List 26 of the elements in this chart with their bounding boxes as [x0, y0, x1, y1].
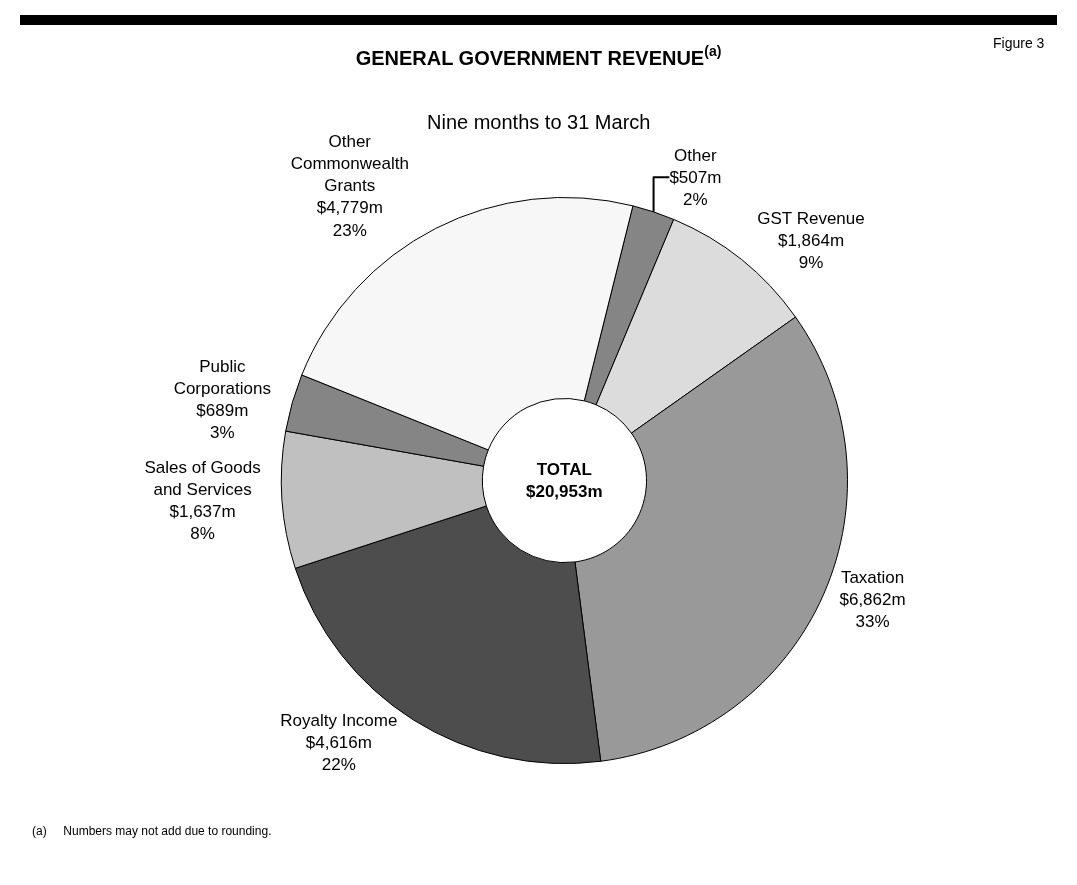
slice-label: Other	[674, 145, 717, 165]
text: 23%	[332, 220, 367, 240]
text: (a) Numbers may not add due to rounding.	[32, 824, 272, 838]
slice-label: GST Revenue	[757, 208, 865, 228]
slice-label: Other Commonwealth Grants	[290, 132, 409, 196]
data-label: $1,864m	[777, 230, 845, 250]
text: 8%	[190, 524, 215, 544]
slice-label: Taxation	[840, 567, 905, 587]
data-label: $507m	[669, 167, 722, 187]
text: TOTAL $20,953m	[526, 460, 603, 502]
chart-title: GENERAL GOVERNMENT REVENUE$^{(a)}$	[355, 43, 722, 69]
data-label: $1,637m	[169, 502, 236, 522]
data-label: $689m	[196, 400, 249, 420]
text: 33%	[855, 611, 890, 631]
data-label: $4,616m	[305, 732, 372, 752]
chart-subtitle: Nine months to 31 March	[427, 111, 651, 133]
data-label: $4,779m	[316, 198, 383, 218]
caption: Figure 3	[993, 35, 1045, 51]
text: 2%	[683, 189, 708, 209]
text: 22%	[321, 755, 356, 775]
text: 9%	[798, 253, 824, 273]
slice-label: Royalty Income	[280, 710, 398, 730]
text: 3%	[210, 423, 235, 443]
data-label: $6,862m	[839, 589, 906, 609]
slice-label: Sales of Goods and Services	[144, 457, 261, 499]
slice-label: Public Corporations	[173, 356, 271, 398]
